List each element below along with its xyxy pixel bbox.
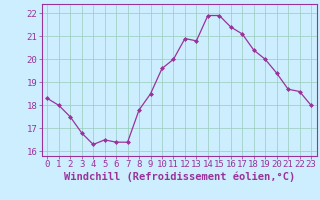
X-axis label: Windchill (Refroidissement éolien,°C): Windchill (Refroidissement éolien,°C) — [64, 172, 295, 182]
